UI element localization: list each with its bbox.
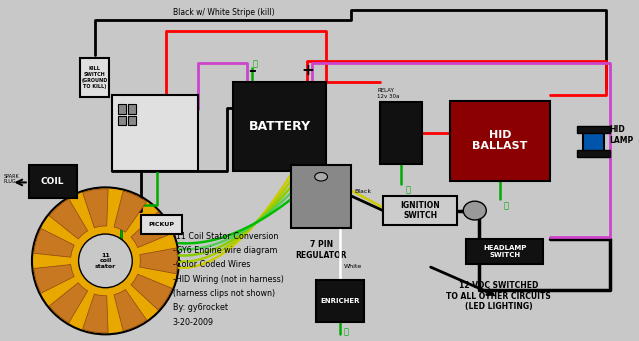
Polygon shape (131, 212, 172, 248)
Text: KILL
SWITCH
(GROUND
TO KILL): KILL SWITCH (GROUND TO KILL) (81, 66, 107, 89)
Text: CDI: CDI (157, 128, 178, 138)
FancyBboxPatch shape (118, 116, 126, 125)
Text: 11
coil
stator: 11 coil stator (95, 253, 116, 269)
Text: 3-20-2009: 3-20-2009 (173, 317, 213, 327)
FancyBboxPatch shape (80, 58, 109, 97)
Text: +: + (301, 63, 314, 78)
Text: Black: Black (355, 189, 372, 194)
Text: HID
BALLAST: HID BALLAST (472, 130, 528, 151)
Polygon shape (114, 191, 146, 232)
Ellipse shape (315, 173, 328, 181)
Text: White: White (344, 264, 362, 269)
Text: HEADLAMP
SWITCH: HEADLAMP SWITCH (483, 245, 527, 258)
Text: –: – (248, 63, 256, 78)
Text: By: gy6rocket: By: gy6rocket (173, 303, 227, 312)
Polygon shape (34, 265, 74, 293)
Text: 12 VDC SWITCHED
TO ALL OTHER CIRCUITS
(LED LIGHTING): 12 VDC SWITCHED TO ALL OTHER CIRCUITS (L… (446, 281, 551, 311)
FancyBboxPatch shape (380, 102, 422, 164)
Polygon shape (82, 189, 108, 228)
Text: IGNITION
SWITCH: IGNITION SWITCH (400, 201, 440, 220)
Text: RELAY
12v 30a: RELAY 12v 30a (377, 88, 399, 99)
FancyBboxPatch shape (450, 101, 550, 181)
Polygon shape (49, 199, 88, 239)
FancyBboxPatch shape (118, 104, 126, 114)
Ellipse shape (463, 201, 486, 220)
Text: ↆ: ↆ (504, 201, 509, 210)
FancyBboxPatch shape (112, 95, 198, 170)
Text: PICKUP: PICKUP (148, 222, 174, 227)
Text: ENRICHER: ENRICHER (321, 298, 360, 304)
FancyBboxPatch shape (583, 131, 604, 153)
Text: Black w/ White Stripe (kill): Black w/ White Stripe (kill) (173, 8, 274, 17)
FancyBboxPatch shape (141, 215, 182, 234)
Text: ↆ: ↆ (252, 59, 258, 68)
FancyBboxPatch shape (466, 239, 543, 264)
Polygon shape (114, 290, 146, 331)
FancyBboxPatch shape (29, 165, 77, 198)
Text: -11 Coil Stator Conversion: -11 Coil Stator Conversion (173, 232, 278, 241)
Polygon shape (131, 274, 172, 310)
FancyBboxPatch shape (577, 150, 610, 157)
Polygon shape (49, 283, 88, 323)
Text: COIL: COIL (41, 177, 65, 186)
Text: -HID Wiring (not in harness): -HID Wiring (not in harness) (173, 275, 284, 284)
Text: HID
LAMP: HID LAMP (610, 125, 634, 145)
Text: -GY6 Engine wire diagram: -GY6 Engine wire diagram (173, 246, 277, 255)
FancyBboxPatch shape (233, 82, 326, 170)
FancyBboxPatch shape (128, 104, 136, 114)
Text: SPARK
PLUG: SPARK PLUG (3, 174, 19, 184)
Text: (harness clips not shown): (harness clips not shown) (173, 289, 275, 298)
Polygon shape (82, 294, 108, 333)
Text: 7 PIN
REGULATOR: 7 PIN REGULATOR (295, 240, 347, 260)
Ellipse shape (32, 188, 179, 334)
Ellipse shape (79, 234, 132, 288)
Text: BATTERY: BATTERY (249, 120, 311, 133)
Text: ↆ: ↆ (406, 186, 411, 195)
Text: ↆ: ↆ (344, 327, 349, 336)
FancyBboxPatch shape (383, 196, 457, 225)
Text: -Color Coded Wires: -Color Coded Wires (173, 260, 250, 269)
FancyBboxPatch shape (291, 165, 351, 228)
FancyBboxPatch shape (316, 280, 364, 322)
Polygon shape (140, 248, 178, 274)
Polygon shape (34, 228, 74, 257)
FancyBboxPatch shape (577, 126, 610, 133)
FancyBboxPatch shape (128, 116, 136, 125)
